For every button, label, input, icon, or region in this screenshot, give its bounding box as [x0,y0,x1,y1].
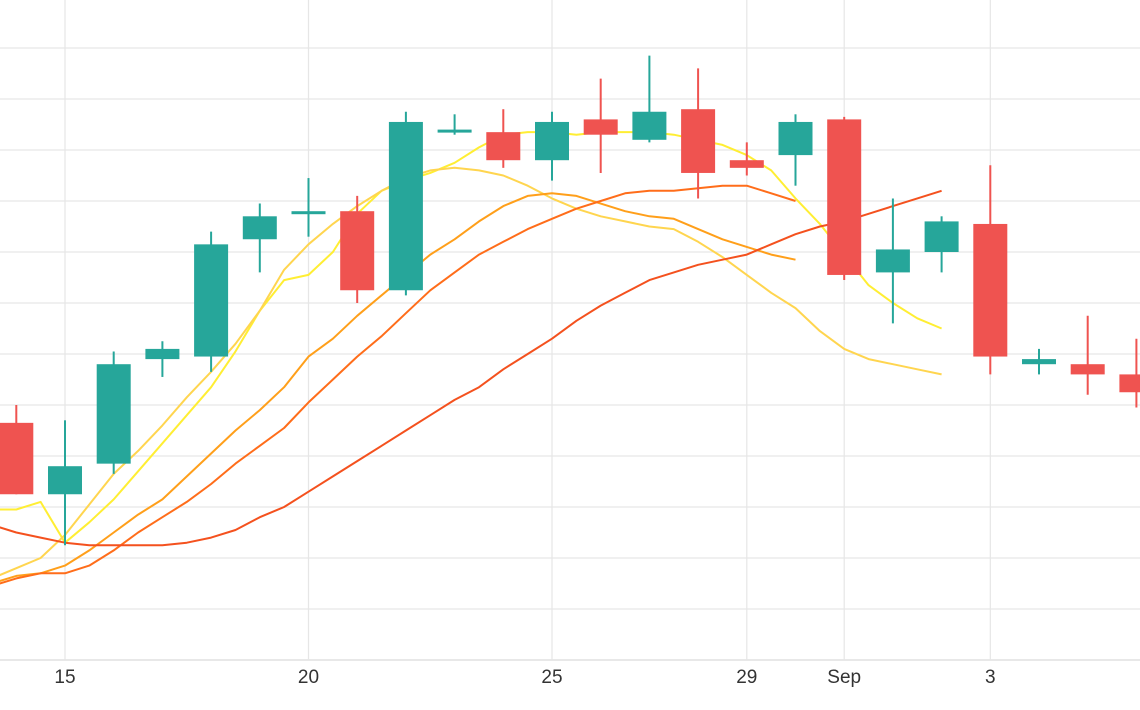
grid [0,0,1140,661]
candle [924,216,959,273]
candle [486,109,521,168]
candle-body [1119,374,1140,393]
candle-body [681,109,716,173]
candle [827,116,862,281]
candle-body [194,244,229,357]
x-tick-label: Sep [827,667,861,688]
candle-body [973,223,1008,357]
candle-body [583,119,618,135]
candle [145,341,180,377]
candle-body [145,348,180,360]
candle [632,55,667,143]
candle-body [535,121,569,161]
x-tick-label: 25 [541,667,562,688]
candle-body [778,121,813,156]
candle [0,405,34,495]
candle [973,165,1008,375]
candle [437,114,472,135]
candle [1022,348,1056,375]
candle [583,78,618,173]
candle-body [96,364,131,464]
candle [1119,338,1140,408]
candle [96,351,131,474]
candle [875,198,910,324]
candle [48,420,82,546]
candle-body [924,221,959,252]
candle [729,142,764,176]
moving-average-line-1 [0,131,942,544]
candle-body [388,121,423,291]
moving-average-line-5 [0,189,942,547]
candle [194,231,229,372]
x-tick-label: 15 [54,667,75,688]
candles [0,55,1140,546]
candle [291,178,326,237]
x-tick-label: 20 [298,667,319,688]
moving-average-lines [0,131,942,585]
x-tick-label: 29 [736,667,757,688]
candle-body [486,132,521,161]
candle-body [48,466,82,495]
candle-body [827,119,862,275]
candle-body [1070,364,1105,375]
moving-average-line-4 [0,184,796,585]
candle-body [437,129,472,133]
candle [535,111,569,181]
candle-body [875,249,910,273]
candle-body [0,422,34,495]
x-axis: 15202529Sep38 [54,667,996,688]
candle [388,111,423,296]
x-tick-label: 3 [985,667,996,688]
moving-average-line-2 [0,166,942,577]
candle-body [242,216,277,240]
candle [681,68,716,199]
candle [1070,315,1105,395]
candle [340,195,375,303]
candle-body [632,111,667,140]
candle-body [340,211,375,291]
candle [778,114,813,186]
candle-body [729,160,764,168]
candle-body [1022,359,1056,365]
candle-body [291,211,326,215]
candle [242,203,277,273]
